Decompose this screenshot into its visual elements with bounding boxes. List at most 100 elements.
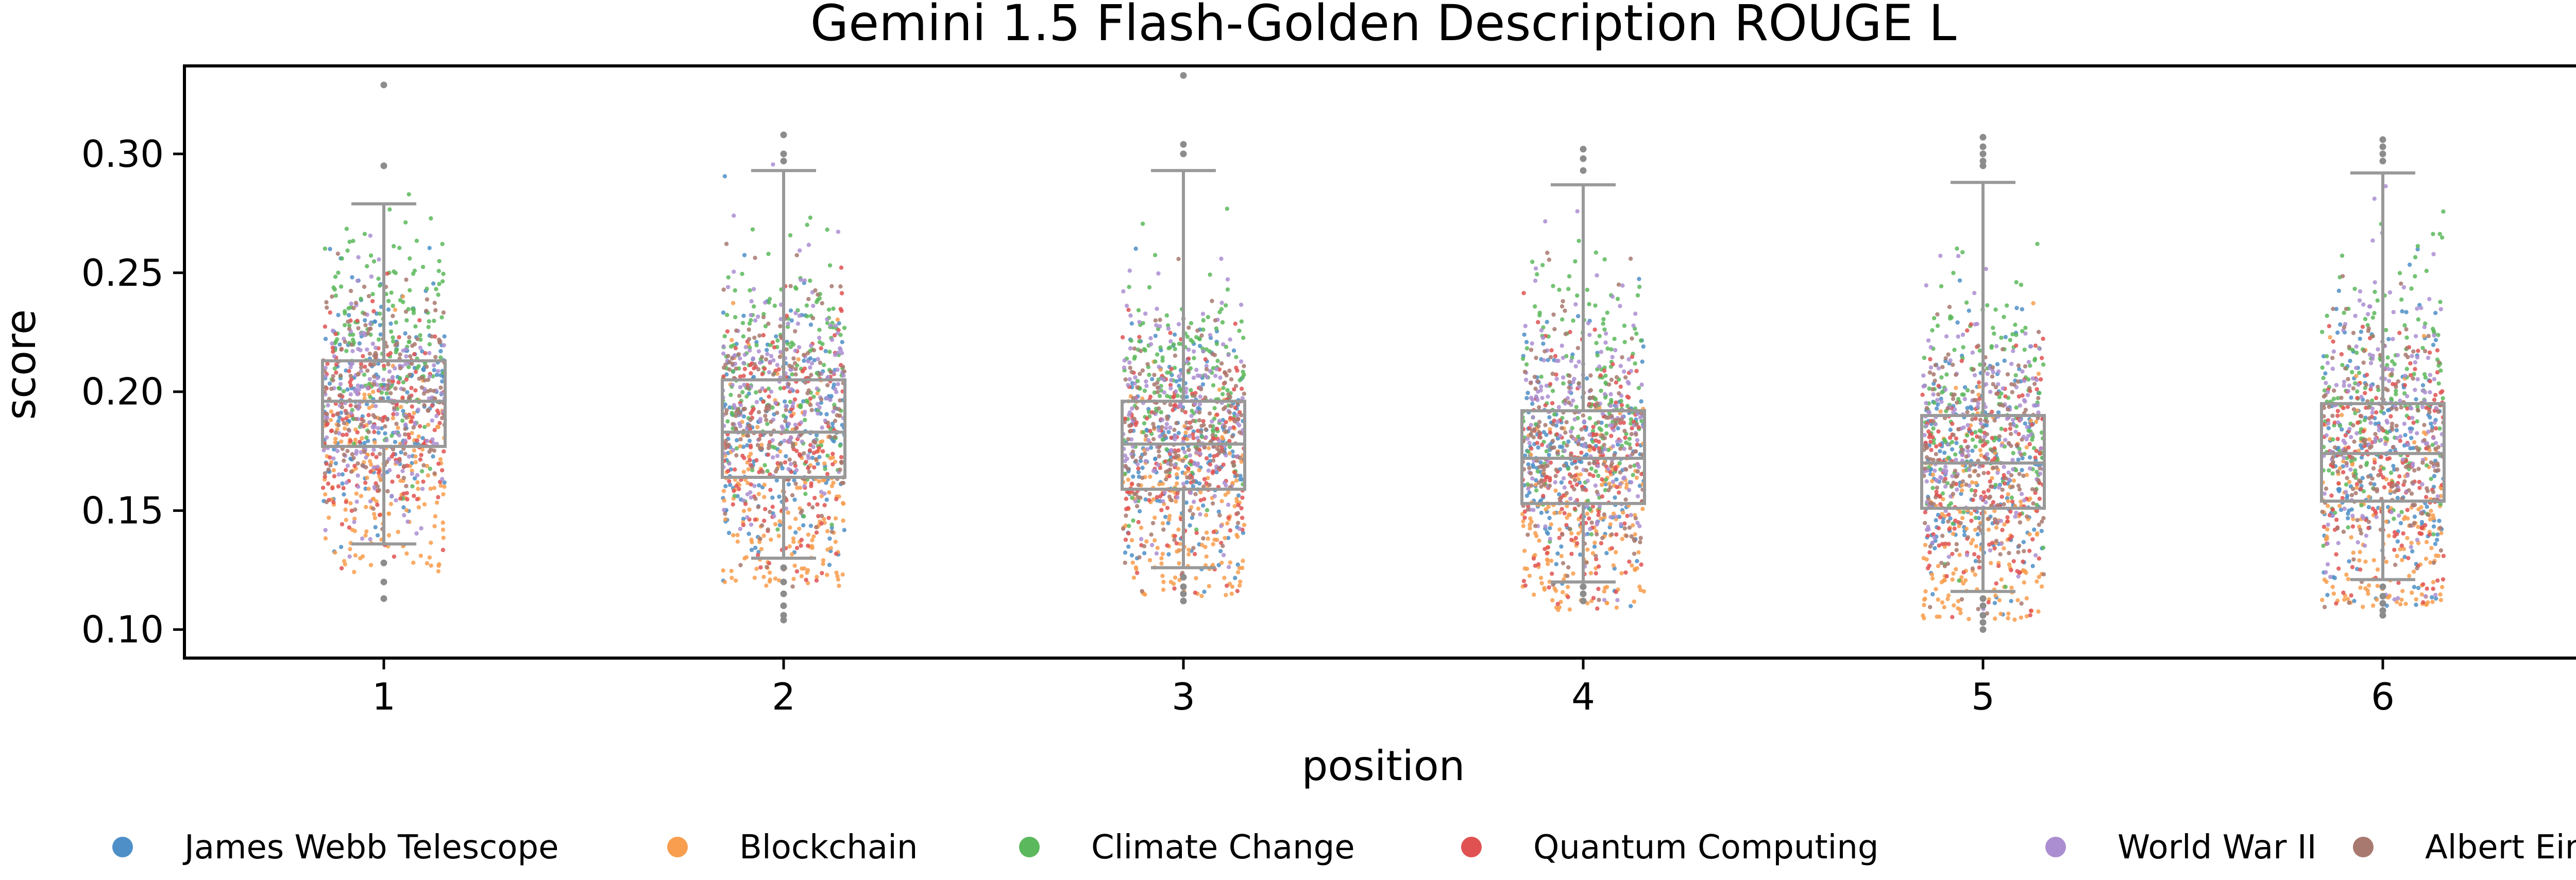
strip-point: [1559, 554, 1564, 559]
strip-point: [748, 418, 753, 422]
strip-point: [331, 285, 336, 290]
strip-point: [834, 323, 838, 328]
strip-point: [812, 495, 817, 501]
strip-point: [765, 352, 770, 356]
strip-point: [1191, 375, 1196, 380]
strip-point: [734, 328, 739, 333]
strip-point: [1539, 384, 1544, 389]
strip-point: [1936, 429, 1941, 434]
strip-point: [1585, 498, 1590, 503]
strip-point: [374, 455, 379, 459]
strip-point: [1635, 438, 1640, 443]
strip-point: [760, 386, 765, 391]
strip-point: [1230, 480, 1235, 486]
strip-point: [431, 454, 435, 459]
strip-point: [738, 437, 743, 442]
strip-point: [841, 480, 846, 486]
strip-point: [749, 318, 753, 322]
strip-point: [824, 412, 829, 417]
strip-point: [1621, 476, 1626, 481]
strip-point: [1184, 394, 1189, 399]
strip-point: [1588, 527, 1592, 531]
strip-point: [1145, 416, 1149, 421]
strip-point: [1148, 474, 1153, 479]
strip-point: [742, 367, 748, 371]
strip-point: [1629, 432, 1634, 437]
strip-point: [432, 318, 436, 323]
strip-point: [1631, 473, 1635, 477]
strip-point: [1177, 374, 1181, 379]
strip-point: [354, 448, 359, 454]
strip-point: [1970, 538, 1975, 542]
strip-point: [723, 362, 728, 367]
strip-point: [1228, 426, 1232, 430]
strip-point: [746, 467, 751, 472]
strip-point: [815, 402, 820, 406]
strip-point: [1534, 488, 1539, 493]
strip-point: [348, 439, 353, 443]
strip-point: [1997, 434, 2002, 439]
strip-point: [1633, 449, 1638, 454]
strip-point: [1954, 386, 1958, 390]
strip-point: [336, 423, 341, 427]
strip-point: [1573, 473, 1578, 478]
strip-point: [1140, 368, 1145, 373]
strip-point: [1203, 395, 1208, 400]
strip-point: [343, 426, 347, 431]
strip-point: [1559, 544, 1564, 549]
strip-point: [1140, 589, 1144, 594]
strip-point: [1124, 507, 1129, 511]
strip-point: [1166, 552, 1171, 557]
strip-point: [1222, 424, 1227, 429]
strip-point: [766, 251, 771, 256]
strip-point: [1567, 400, 1571, 405]
strip-point: [436, 425, 441, 429]
strip-point: [801, 399, 806, 404]
strip-point: [787, 457, 792, 462]
strip-point: [1166, 326, 1171, 331]
strip-point: [743, 502, 748, 506]
strip-point: [1236, 570, 1241, 575]
strip-point: [1210, 419, 1214, 424]
strip-point: [404, 508, 409, 513]
strip-point: [333, 440, 337, 445]
strip-point: [1576, 442, 1581, 446]
strip-point: [825, 547, 830, 552]
strip-point: [836, 382, 840, 387]
strip-point: [827, 263, 833, 268]
strip-point: [1572, 506, 1577, 511]
strip-point: [1984, 423, 1989, 428]
strip-point: [751, 374, 756, 379]
strip-point: [410, 472, 414, 476]
strip-point: [1987, 542, 1992, 547]
strip-point: [1601, 321, 1605, 326]
strip-point: [1605, 346, 1610, 351]
strip-point: [370, 299, 375, 304]
strip-point: [795, 321, 801, 326]
strip-point: [1241, 375, 1245, 379]
strip-point: [1954, 436, 1959, 441]
strip-point: [1537, 429, 1541, 435]
strip-point: [378, 386, 382, 391]
strip-point: [391, 447, 396, 452]
strip-point: [1941, 520, 1945, 524]
strip-point: [386, 299, 391, 303]
strip-point: [1601, 317, 1606, 322]
strip-point: [1543, 219, 1548, 224]
strip-point: [2009, 473, 2014, 478]
strip-point: [785, 341, 790, 346]
strip-point: [721, 351, 726, 356]
strip-point: [1123, 538, 1128, 542]
strip-point: [1541, 358, 1546, 363]
strip-point: [752, 362, 757, 367]
strip-point: [1604, 477, 1608, 482]
strip-point: [2027, 532, 2032, 537]
strip-point: [430, 418, 434, 423]
strip-point: [369, 274, 374, 279]
strip-point: [348, 373, 353, 378]
strip-point: [2008, 509, 2013, 514]
strip-point: [1533, 279, 1538, 283]
strip-point: [426, 422, 431, 427]
strip-point: [820, 341, 825, 347]
strip-point: [811, 444, 816, 450]
